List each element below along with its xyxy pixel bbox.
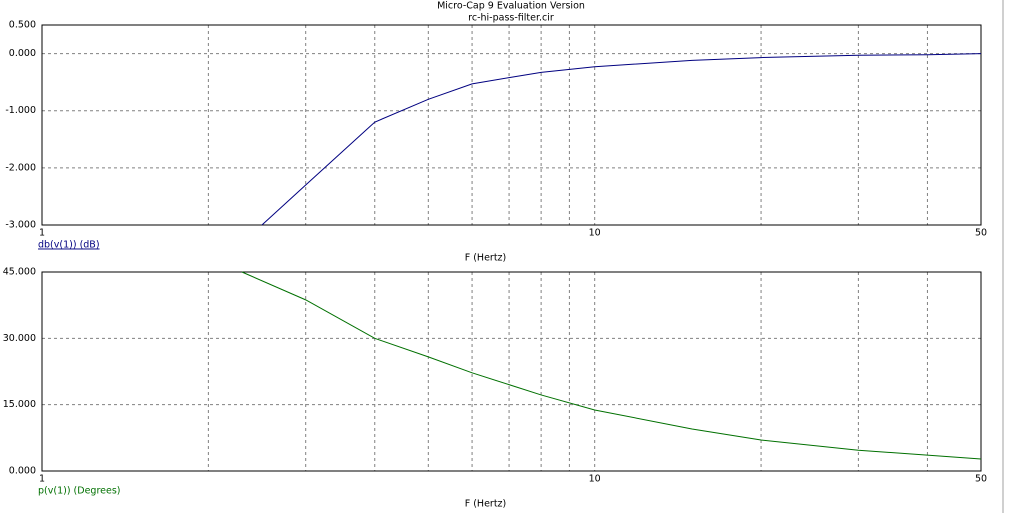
x-tick-label: 50: [975, 228, 987, 239]
x-tick-label: 10: [589, 474, 601, 485]
y-tick-label: 0.000: [9, 48, 36, 59]
data-line: [261, 53, 982, 226]
y-tick-label: 0.500: [9, 20, 36, 31]
y-tick-label: 15.000: [3, 399, 36, 410]
x-axis-label: F (Hertz): [465, 499, 507, 510]
y-tick-label: -3.000: [5, 220, 36, 231]
chart-subtitle: rc-hi-pass-filter.cir: [468, 13, 554, 24]
y-tick-label: -2.000: [5, 162, 36, 173]
y-tick-label: 0.000: [9, 466, 36, 477]
plot-frame: [41, 271, 982, 472]
y-axis-label: db(v(1)) (dB): [38, 240, 100, 251]
data-line: [241, 271, 982, 460]
y-tick-label: 30.000: [3, 333, 36, 344]
x-tick-label: 10: [589, 228, 601, 239]
y-axis-label: p(v(1)) (Degrees): [38, 486, 120, 497]
x-tick-label: 1: [39, 228, 45, 239]
y-tick-label: -1.000: [5, 105, 36, 116]
x-tick-label: 1: [39, 474, 45, 485]
chart-title: Micro-Cap 9 Evaluation Version: [437, 1, 585, 12]
x-tick-label: 50: [975, 474, 987, 485]
y-tick-label: 45.000: [3, 267, 36, 278]
plot-frame: [41, 24, 982, 226]
x-axis-label: F (Hertz): [465, 253, 507, 264]
